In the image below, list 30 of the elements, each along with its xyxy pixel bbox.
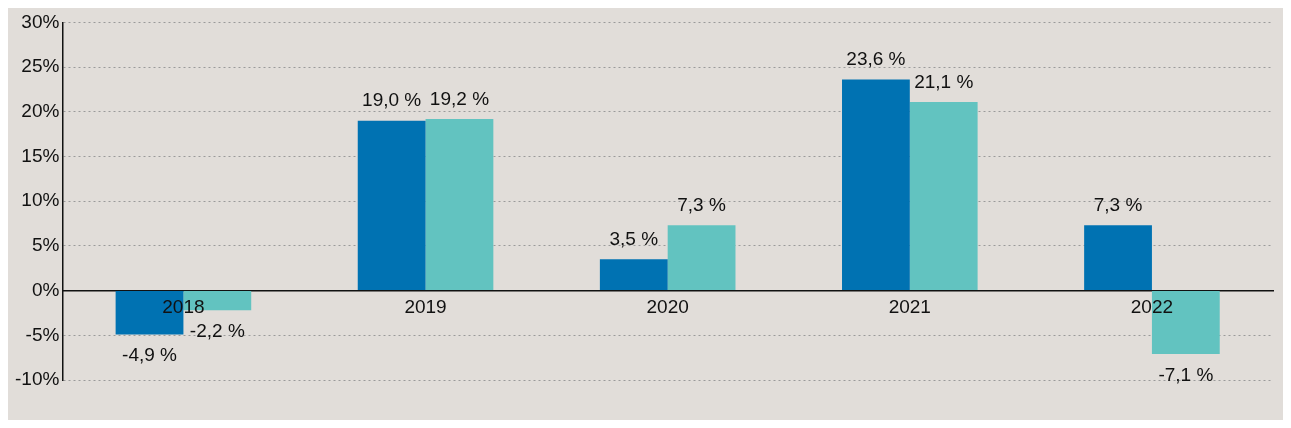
x-tick-label: 2019 bbox=[404, 296, 447, 318]
y-tick-label: 0% bbox=[31, 278, 60, 300]
y-tick-label: -10% bbox=[15, 368, 60, 390]
data-label: -7,1 % bbox=[1158, 363, 1214, 385]
y-tick-label: 30% bbox=[21, 10, 60, 32]
x-tick-label: 2018 bbox=[162, 296, 205, 318]
bar bbox=[842, 79, 910, 291]
y-tick-label: -5% bbox=[25, 323, 60, 345]
data-label: 7,3 % bbox=[677, 194, 726, 216]
data-label: 23,6 % bbox=[846, 48, 906, 70]
data-label: -4,9 % bbox=[122, 344, 178, 366]
data-label: 21,1 % bbox=[914, 70, 974, 92]
y-tick-label: 10% bbox=[21, 189, 60, 211]
y-tick-label: 20% bbox=[21, 100, 60, 122]
bar bbox=[1084, 225, 1152, 291]
data-label: 19,0 % bbox=[362, 89, 422, 111]
bar bbox=[667, 225, 736, 291]
y-tick-label: 5% bbox=[31, 234, 60, 256]
y-tick-label: 15% bbox=[21, 144, 60, 166]
data-label: -2,2 % bbox=[189, 320, 245, 341]
data-label: 19,2 % bbox=[429, 87, 490, 109]
data-label: 7,3 % bbox=[1093, 194, 1143, 216]
x-tick-label: 2020 bbox=[646, 296, 689, 318]
bar bbox=[425, 118, 494, 291]
bar bbox=[599, 259, 668, 291]
x-tick-label: 2021 bbox=[888, 296, 931, 318]
bar bbox=[357, 120, 426, 291]
y-tick-label: 25% bbox=[21, 55, 60, 77]
data-label: 3,5 % bbox=[609, 228, 659, 250]
bar bbox=[909, 101, 978, 291]
